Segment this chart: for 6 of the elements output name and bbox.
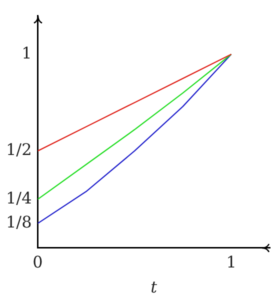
y-tick-label: 1/8 <box>6 212 32 232</box>
x-axis-title: t <box>150 278 158 297</box>
y-tick-label: 1/4 <box>6 188 32 208</box>
x-tick-label: 0 <box>32 252 43 272</box>
y-tick-label: 1 <box>22 43 32 62</box>
y-tick-label: 1/2 <box>6 140 32 160</box>
